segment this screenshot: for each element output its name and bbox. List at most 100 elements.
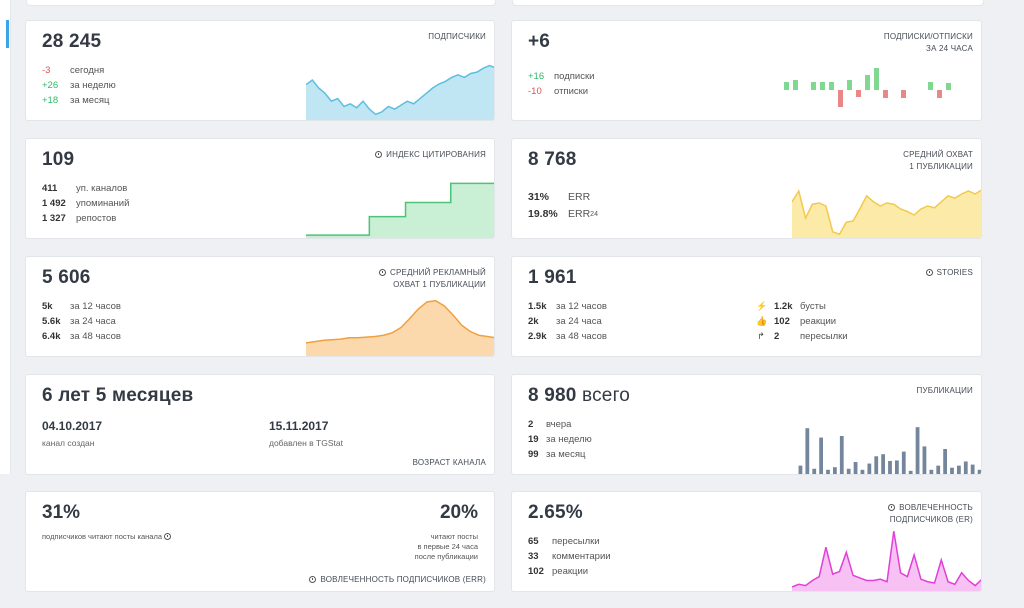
sparkline-area xyxy=(792,531,981,591)
bar xyxy=(915,427,920,474)
channel-age-card[interactable]: 6 лет 5 месяцев 04.10.2017 канал создан … xyxy=(25,374,495,475)
err-row: 31% ERR xyxy=(528,191,591,203)
bar xyxy=(838,90,843,107)
thumbs-up-icon: 👍 xyxy=(756,316,768,326)
sparkline-line xyxy=(792,189,981,236)
sparkline-line xyxy=(792,531,981,588)
stat-row: +26 за неделю xyxy=(42,80,116,91)
stat-row: +16 подписки xyxy=(528,71,595,82)
bar xyxy=(847,80,852,90)
stat-row: 65 пересылки xyxy=(528,536,600,547)
average-reach-label: СРЕДНИЙ ОХВАТ 1 ПУБЛИКАЦИИ xyxy=(903,150,973,171)
bar xyxy=(881,454,886,474)
bar xyxy=(784,82,789,90)
bar xyxy=(832,467,837,474)
bar xyxy=(853,462,858,474)
bar xyxy=(874,456,879,474)
channel-age-value: 6 лет 5 месяцев xyxy=(42,385,194,406)
subs-unsubs-card[interactable]: +6 ПОДПИСКИ/ОТПИСКИ ЗА 24 ЧАСА +16 подписк… xyxy=(511,20,982,121)
clock-icon xyxy=(888,504,896,511)
reach-sparkline xyxy=(792,189,981,238)
subscribers-count: 28 245 xyxy=(42,31,102,52)
bar xyxy=(946,83,951,90)
sidebar-active-indicator xyxy=(6,20,9,48)
bar xyxy=(860,469,865,474)
bar xyxy=(812,468,817,474)
stories-value: 1 961 xyxy=(528,267,577,288)
citation-index-card[interactable]: 109 ИНДЕКС ЦИТИРОВАНИЯ 411 уп. каналов 1 … xyxy=(25,138,495,239)
average-reach-card[interactable]: 8 768 СРЕДНИЙ ОХВАТ 1 ПУБЛИКАЦИИ 31% ERR 1… xyxy=(511,138,982,239)
err24-row: 19.8% ERR 24 xyxy=(528,208,598,220)
boosts-row: ⚡ 1.2k бусты xyxy=(756,301,826,312)
er-label: ВОВЛЕЧЕННОСТЬ ПОДПИСЧИКОВ (ER) xyxy=(888,503,973,524)
clock-icon xyxy=(375,151,383,158)
stories-label: STORIES xyxy=(925,267,973,279)
subscribers-card[interactable]: 28 245 ПОДПИСЧИКИ -3 сегодня +26 за неделю… xyxy=(25,20,495,121)
added-caption: добавлен в TGStat xyxy=(269,438,343,448)
stat-row: 2.9k за 48 часов xyxy=(528,331,607,342)
bar xyxy=(943,449,948,474)
subscribers-sparkline xyxy=(306,64,494,120)
stat-row: 1.5k за 12 часов xyxy=(528,301,607,312)
clock-icon xyxy=(164,533,172,540)
sparkline-area xyxy=(306,65,494,120)
stat-row: 5k за 12 часов xyxy=(42,301,121,312)
bar xyxy=(811,82,816,90)
err-card[interactable]: 31% подписчиков читают посты канала 20% … xyxy=(25,491,495,592)
stat-row: 99 за месяц xyxy=(528,449,586,460)
bar xyxy=(829,82,834,90)
err-label: ВОВЛЕЧЕННОСТЬ ПОДПИСЧИКОВ (ERR) xyxy=(309,574,486,586)
forwards-row: ↱ 2 пересылки xyxy=(757,331,848,342)
ad-reach-sparkline xyxy=(306,299,494,356)
stat-row: 6.4k за 48 часов xyxy=(42,331,121,342)
read-caption: подписчиков читают посты канала xyxy=(42,532,175,542)
publications-total: 8 980 всего xyxy=(528,385,631,406)
stat-row: 2 вчера xyxy=(528,419,572,430)
bar xyxy=(819,437,824,474)
bar xyxy=(977,469,981,474)
ad-reach-card[interactable]: 5 606 СРЕДНИЙ РЕКЛАМНЫЙ ОХВАТ 1 ПУБЛИКАЦИ… xyxy=(25,256,495,357)
publications-bars xyxy=(798,427,981,474)
clock-icon xyxy=(309,576,317,583)
bar xyxy=(928,82,933,90)
ad-reach-label: СРЕДНИЙ РЕКЛАМНЫЙ ОХВАТ 1 ПУБЛИКАЦИИ xyxy=(379,267,486,291)
top-card-edge-right xyxy=(512,0,984,6)
average-reach-value: 8 768 xyxy=(528,149,577,170)
er-value: 2.65% xyxy=(528,502,583,523)
publications-card[interactable]: 8 980 всего ПУБЛИКАЦИИ 2 вчера 19 за недел… xyxy=(511,374,982,475)
top-card-edge-left xyxy=(26,0,496,6)
bar xyxy=(901,90,906,98)
added-date: 15.11.2017 xyxy=(269,419,329,433)
bar xyxy=(970,464,975,474)
sparkline-line xyxy=(306,64,494,116)
bar xyxy=(936,465,941,474)
bar xyxy=(922,446,927,474)
left-sidebar-edge xyxy=(0,0,11,474)
reactions-row: 👍 102 реакции xyxy=(756,316,837,327)
bar xyxy=(908,470,913,474)
bar xyxy=(839,436,844,474)
stories-card[interactable]: 1 961 STORIES 1.5k за 12 часов 2k за 24 ча… xyxy=(511,256,982,357)
er-card[interactable]: 2.65% ВОВЛЕЧЕННОСТЬ ПОДПИСЧИКОВ (ER) 65 пе… xyxy=(511,491,982,592)
stat-row: 5.6k за 24 часа xyxy=(42,316,116,327)
bar xyxy=(820,82,825,90)
stat-row: 1 492 упоминаний xyxy=(42,198,130,209)
sparkline-line xyxy=(306,299,494,344)
bar xyxy=(888,460,892,474)
lightning-icon: ⚡ xyxy=(756,301,768,311)
bar xyxy=(929,469,934,474)
read-24h-percent: 20% xyxy=(439,502,478,523)
stat-row: 19 за неделю xyxy=(528,434,592,445)
bar xyxy=(856,90,861,97)
bar xyxy=(901,451,906,474)
citation-index-value: 109 xyxy=(42,149,75,170)
sparkline-area xyxy=(306,183,494,238)
stat-row: -3 сегодня xyxy=(42,65,105,76)
bar xyxy=(963,461,968,474)
bar xyxy=(956,465,961,474)
created-caption: канал создан xyxy=(42,438,95,448)
read-percent: 31% xyxy=(42,502,81,523)
bar xyxy=(867,463,872,474)
er-sparkline xyxy=(792,531,981,591)
stat-row: 33 комментарии xyxy=(528,551,611,562)
